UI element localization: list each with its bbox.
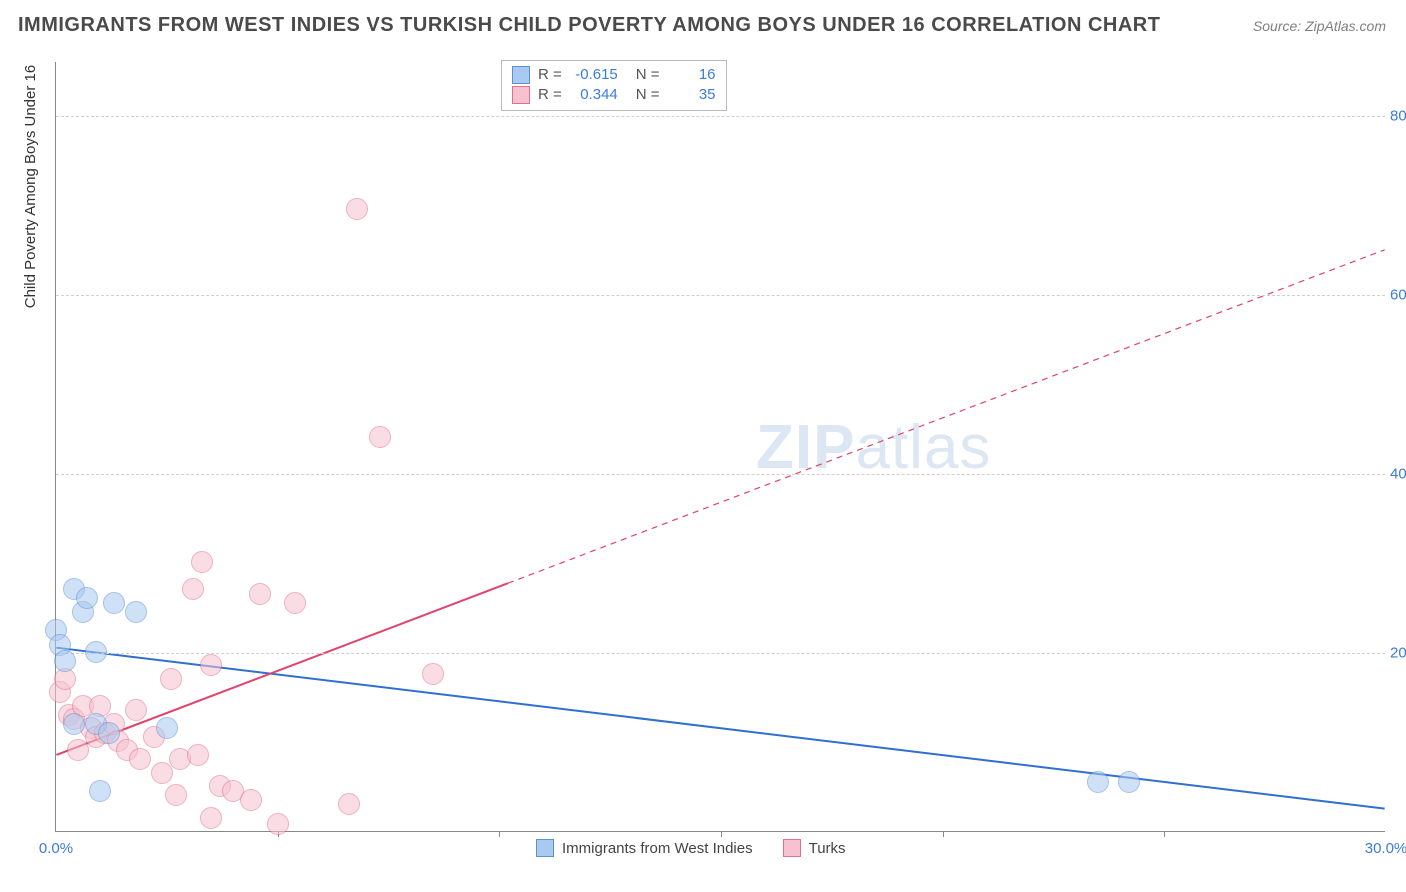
regression-lines-layer <box>56 62 1385 831</box>
scatter-point <box>85 641 107 663</box>
scatter-point <box>125 601 147 623</box>
scatter-point <box>191 551 213 573</box>
correlation-stats-box: R = -0.615 N = 16 R = 0.344 N = 35 <box>501 60 727 111</box>
scatter-point <box>165 784 187 806</box>
stats-row-series-1: R = 0.344 N = 35 <box>512 85 716 105</box>
x-tick-label: 0.0% <box>39 840 73 857</box>
y-axis-label: Child Poverty Among Boys Under 16 <box>22 65 39 308</box>
regression-line-dashed <box>508 250 1385 583</box>
legend-item-1: Turks <box>783 839 846 857</box>
scatter-point <box>369 426 391 448</box>
legend-label: Turks <box>809 840 846 857</box>
scatter-point <box>187 744 209 766</box>
y-tick-label: 60.0% <box>1390 286 1406 303</box>
scatter-point <box>103 592 125 614</box>
x-minor-tick <box>721 831 722 837</box>
scatter-point <box>182 578 204 600</box>
source-attribution: Source: ZipAtlas.com <box>1253 18 1386 34</box>
scatter-point <box>54 650 76 672</box>
scatter-point <box>267 813 289 835</box>
scatter-point <box>346 198 368 220</box>
chart-container: IMMIGRANTS FROM WEST INDIES VS TURKISH C… <box>0 0 1406 892</box>
scatter-point <box>98 722 120 744</box>
scatter-point <box>338 793 360 815</box>
legend-label: Immigrants from West Indies <box>562 840 753 857</box>
scatter-point <box>200 807 222 829</box>
x-minor-tick <box>1164 831 1165 837</box>
scatter-point <box>200 654 222 676</box>
scatter-point <box>63 713 85 735</box>
grid-line-h <box>56 295 1385 296</box>
x-tick-label: 30.0% <box>1365 840 1406 857</box>
scatter-point <box>240 789 262 811</box>
scatter-point <box>67 739 89 761</box>
y-tick-label: 20.0% <box>1390 644 1406 661</box>
x-minor-tick <box>499 831 500 837</box>
scatter-point <box>125 699 147 721</box>
scatter-point <box>249 583 271 605</box>
swatch-icon <box>783 839 801 857</box>
scatter-point <box>89 780 111 802</box>
swatch-icon <box>512 66 530 84</box>
y-tick-label: 40.0% <box>1390 465 1406 482</box>
chart-title: IMMIGRANTS FROM WEST INDIES VS TURKISH C… <box>18 14 1160 37</box>
scatter-point <box>422 663 444 685</box>
legend: Immigrants from West Indies Turks <box>536 839 846 857</box>
swatch-icon <box>512 86 530 104</box>
legend-item-0: Immigrants from West Indies <box>536 839 753 857</box>
grid-line-h <box>56 116 1385 117</box>
scatter-point <box>1118 771 1140 793</box>
scatter-point <box>129 748 151 770</box>
x-minor-tick <box>943 831 944 837</box>
stats-row-series-0: R = -0.615 N = 16 <box>512 65 716 85</box>
grid-line-h <box>56 653 1385 654</box>
regression-line <box>56 648 1384 809</box>
scatter-point <box>160 668 182 690</box>
swatch-icon <box>536 839 554 857</box>
y-tick-label: 80.0% <box>1390 107 1406 124</box>
scatter-point <box>284 592 306 614</box>
plot-area: ZIPatlas R = -0.615 N = 16 R = 0.344 N =… <box>55 62 1385 832</box>
scatter-point <box>76 587 98 609</box>
scatter-point <box>1087 771 1109 793</box>
scatter-point <box>156 717 178 739</box>
grid-line-h <box>56 474 1385 475</box>
